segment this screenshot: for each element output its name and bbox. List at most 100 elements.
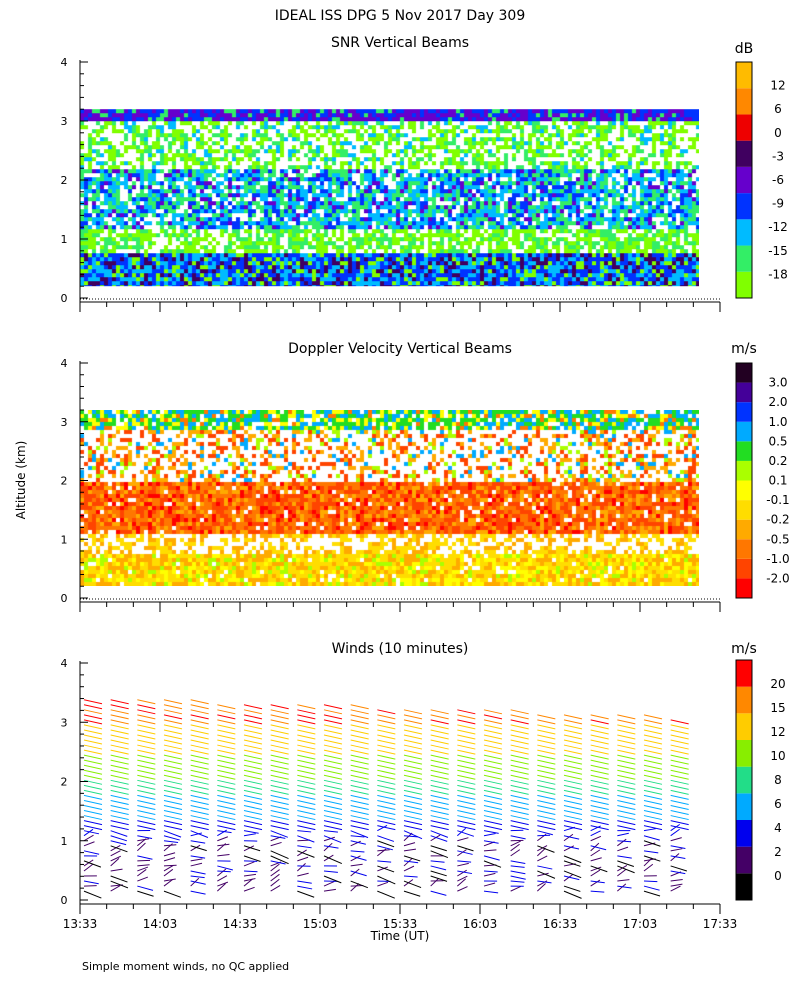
winds-colorbar-swatch bbox=[736, 713, 752, 740]
wind-barb bbox=[137, 769, 156, 775]
wind-barb bbox=[243, 714, 263, 720]
snr-colorbar-label: -15 bbox=[768, 244, 788, 258]
wind-barb bbox=[110, 709, 129, 715]
wind-barb bbox=[297, 739, 316, 745]
wind-barb bbox=[270, 794, 289, 800]
wind-barb bbox=[243, 794, 263, 800]
winds-colorbar-label: 15 bbox=[770, 701, 785, 715]
wind-barb bbox=[323, 784, 343, 790]
wind-barb bbox=[643, 784, 663, 790]
velocity-colorbar-label: -1.0 bbox=[766, 552, 789, 566]
wind-barb bbox=[350, 759, 369, 765]
velocity-heatmap-image bbox=[80, 410, 699, 586]
wind-barb bbox=[617, 846, 629, 852]
snr-colorbar-swatch bbox=[736, 193, 752, 220]
wind-barb bbox=[163, 704, 183, 710]
wind-barb bbox=[670, 719, 689, 725]
wind-barb bbox=[163, 729, 183, 735]
wind-barb bbox=[537, 805, 556, 810]
wind-barb bbox=[377, 805, 396, 810]
winds-x-tick-label: 17:03 bbox=[623, 917, 658, 931]
wind-barb bbox=[483, 794, 503, 800]
winds-colorbar-unit: m/s bbox=[731, 641, 757, 657]
wind-barb bbox=[430, 865, 447, 871]
wind-barb bbox=[537, 815, 556, 821]
wind-barb bbox=[563, 855, 582, 864]
wind-barb bbox=[217, 704, 236, 710]
wind-barb bbox=[243, 789, 263, 795]
wind-barb bbox=[643, 863, 654, 872]
wind-barb bbox=[110, 754, 129, 760]
wind-barb bbox=[243, 749, 263, 755]
wind-barb bbox=[110, 759, 129, 765]
wind-barb bbox=[137, 719, 156, 725]
wind-barb bbox=[643, 794, 663, 800]
wind-barb bbox=[483, 729, 503, 735]
wind-barb bbox=[590, 805, 609, 810]
wind-barb bbox=[563, 885, 581, 892]
wind-barb bbox=[137, 759, 156, 765]
wind-barb bbox=[670, 734, 689, 740]
wind-barb bbox=[270, 841, 282, 847]
wind-barb bbox=[430, 877, 440, 887]
wind-barb bbox=[670, 729, 689, 735]
snr-colorbar-swatch bbox=[736, 166, 752, 194]
velocity-colorbar-swatch bbox=[736, 441, 752, 461]
wind-barb bbox=[430, 789, 449, 795]
wind-barb bbox=[270, 749, 289, 755]
wind-barb bbox=[350, 719, 369, 725]
wind-barb bbox=[217, 714, 236, 720]
wind-barb bbox=[590, 719, 609, 725]
wind-barb bbox=[483, 830, 499, 834]
wind-barb bbox=[110, 794, 129, 800]
wind-barb bbox=[190, 794, 209, 800]
wind-barb bbox=[590, 729, 609, 735]
wind-profile bbox=[510, 709, 529, 892]
wind-barb bbox=[297, 754, 316, 760]
wind-barb bbox=[377, 865, 395, 873]
wind-barb bbox=[137, 864, 150, 867]
wind-barb bbox=[670, 825, 689, 831]
velocity-colorbar-swatch bbox=[736, 421, 752, 442]
wind-barb bbox=[190, 764, 209, 770]
wind-barb bbox=[377, 724, 396, 730]
wind-barb bbox=[670, 885, 681, 892]
wind-barb bbox=[110, 820, 129, 826]
wind-barb bbox=[270, 769, 289, 775]
wind-barb bbox=[350, 739, 369, 745]
wind-barb bbox=[617, 749, 636, 755]
wind-barb bbox=[217, 739, 236, 745]
wind-barb bbox=[510, 784, 529, 790]
wind-barb bbox=[537, 799, 556, 805]
wind-barb bbox=[270, 878, 280, 887]
wind-barb bbox=[243, 845, 255, 852]
wind-barb bbox=[350, 825, 369, 831]
wind-barb bbox=[510, 865, 525, 868]
velocity-colorbar-label: -0.5 bbox=[766, 532, 789, 546]
wind-barb bbox=[350, 754, 369, 760]
wind-barb bbox=[617, 810, 636, 816]
wind-barb bbox=[510, 779, 529, 785]
wind-barb bbox=[270, 759, 289, 765]
wind-barb bbox=[163, 852, 176, 857]
wind-barb bbox=[377, 866, 388, 872]
wind-barb bbox=[510, 764, 529, 770]
snr-colorbar-swatch bbox=[736, 114, 752, 141]
wind-barb bbox=[110, 825, 129, 831]
wind-barb bbox=[83, 709, 103, 715]
velocity-colorbar-swatch bbox=[736, 480, 752, 501]
wind-barb bbox=[323, 759, 343, 765]
wind-barb bbox=[483, 734, 503, 740]
wind-barb bbox=[430, 845, 447, 852]
wind-barb bbox=[483, 855, 500, 861]
wind-barb bbox=[243, 724, 263, 730]
wind-profile bbox=[430, 709, 449, 896]
wind-barb bbox=[403, 739, 423, 745]
wind-barb bbox=[243, 704, 263, 710]
wind-barb bbox=[297, 734, 316, 740]
wind-barb bbox=[563, 724, 583, 730]
wind-barb bbox=[670, 774, 689, 780]
wind-barb bbox=[217, 881, 229, 887]
wind-barb bbox=[217, 719, 236, 725]
wind-barb bbox=[137, 869, 147, 877]
